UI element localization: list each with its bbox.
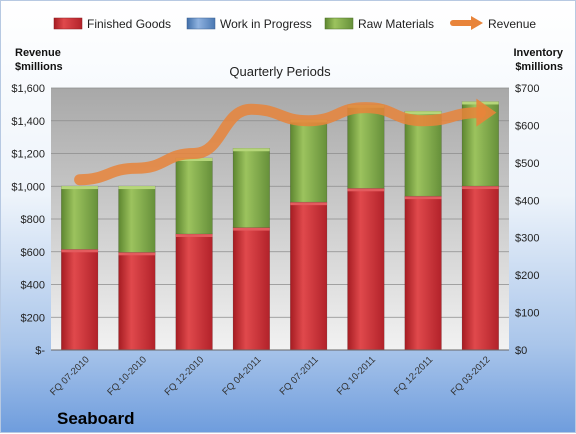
left-axis: $- $200 $400 $600 $800 $1,000 $1,200 $1,400 $1,6… — [11, 83, 45, 357]
revenue-line — [74, 102, 486, 186]
bar-cap-finished-goods — [61, 249, 98, 253]
bar-raw-materials — [232, 148, 270, 228]
right-axis-title-line2: $millions — [515, 61, 563, 73]
bar-cap-finished-goods — [462, 186, 499, 190]
right-tick-label: $200 — [515, 270, 539, 282]
bar-raw-materials — [175, 157, 213, 235]
legend-item-raw-materials: Raw Materials — [324, 17, 434, 31]
x-tick-label: FQ 12-2010 — [163, 354, 207, 398]
x-tick-label: FQ 07-2010 — [48, 354, 92, 398]
x-tick-label: FQ 07-2011 — [278, 354, 321, 397]
revenue-point — [249, 107, 253, 111]
revenue-point — [192, 152, 196, 156]
bar-finished-goods — [404, 195, 442, 351]
left-tick-label: $1,200 — [11, 149, 45, 161]
left-tick-label: $400 — [21, 280, 45, 292]
left-tick-label: $- — [35, 345, 45, 357]
bar-cap-finished-goods — [290, 202, 327, 206]
bar-raw-materials — [118, 185, 156, 253]
bar-raw-materials — [347, 104, 385, 189]
legend-label-raw-materials: Raw Materials — [358, 17, 434, 31]
left-tick-label: $800 — [21, 214, 45, 226]
x-tick-label: FQ 10-2011 — [335, 354, 378, 397]
right-axis-title-line1: Inventory — [513, 47, 563, 59]
bar-raw-materials — [290, 119, 328, 203]
left-tick-label: $600 — [21, 247, 45, 259]
legend-swatch-raw-materials — [324, 17, 354, 30]
legend-swatch-work-in-progress — [186, 17, 216, 30]
x-axis: FQ 07-2010 FQ 10-2010 FQ 12-2010 FQ 04-2011… — [48, 354, 492, 398]
bar-finished-goods — [118, 252, 156, 351]
right-tick-label: $500 — [515, 158, 539, 170]
bar-cap-raw-materials — [118, 186, 156, 190]
chart-title: Quarterly Periods — [229, 64, 331, 79]
legend: Finished Goods Work in Progress Raw Mate… — [53, 16, 536, 31]
bars — [61, 101, 499, 351]
right-tick-label: $100 — [515, 308, 539, 320]
revenue-point — [421, 119, 425, 123]
brand-label: Seaboard — [57, 409, 134, 428]
legend-label-revenue: Revenue — [488, 17, 536, 31]
right-tick-label: $300 — [515, 233, 539, 245]
bar-finished-goods — [347, 188, 385, 351]
bar-cap-finished-goods — [233, 227, 270, 231]
revenue-point — [307, 119, 311, 123]
right-tick-label: $0 — [515, 345, 527, 357]
revenue-point — [135, 166, 139, 170]
bar-cap-finished-goods — [175, 233, 213, 237]
bar-cap-finished-goods — [347, 188, 385, 192]
bar-cap-finished-goods — [404, 196, 442, 200]
bar-cap-finished-goods — [118, 252, 156, 256]
bar-cap-raw-materials — [233, 148, 270, 152]
revenue-point — [478, 111, 482, 115]
revenue-arrowhead — [476, 98, 497, 127]
bar-finished-goods — [290, 201, 328, 351]
x-tick-label: FQ 10-2010 — [105, 354, 149, 398]
bar-cap-raw-materials — [175, 157, 213, 161]
right-axis: $0 $100 $200 $300 $400 $500 $600 $700 — [515, 83, 539, 357]
legend-item-revenue: Revenue — [450, 16, 536, 31]
legend-item-finished-goods: Finished Goods — [53, 17, 171, 31]
x-tick-label: FQ 12-2011 — [392, 354, 435, 397]
left-tick-label: $1,000 — [11, 181, 45, 193]
left-tick-label: $1,600 — [11, 83, 45, 95]
left-tick-label: $1,400 — [11, 116, 45, 128]
bar-cap-raw-materials — [61, 186, 98, 190]
left-tick-label: $200 — [21, 312, 45, 324]
legend-item-work-in-progress: Work in Progress — [186, 17, 312, 31]
x-tick-label: FQ 04-2011 — [220, 354, 263, 397]
x-tick-label: FQ 03-2012 — [449, 354, 493, 398]
bar-finished-goods — [61, 249, 99, 351]
right-tick-label: $400 — [515, 195, 539, 207]
legend-swatch-finished-goods — [53, 17, 83, 30]
bar-finished-goods — [175, 233, 213, 351]
legend-label-finished-goods: Finished Goods — [87, 17, 171, 31]
bar-finished-goods — [232, 227, 270, 351]
bar-raw-materials — [61, 185, 99, 250]
legend-label-work-in-progress: Work in Progress — [220, 17, 312, 31]
bar-cap-raw-materials — [404, 111, 442, 115]
revenue-point — [78, 178, 82, 182]
left-axis-title-line1: Revenue — [15, 47, 61, 59]
right-tick-label: $600 — [515, 120, 539, 132]
legend-arrow-revenue — [471, 16, 483, 30]
left-axis-title-line2: $millions — [15, 61, 63, 73]
revenue-series — [74, 98, 497, 186]
revenue-point — [364, 106, 368, 110]
bar-finished-goods — [461, 185, 499, 351]
right-tick-label: $700 — [515, 83, 539, 95]
